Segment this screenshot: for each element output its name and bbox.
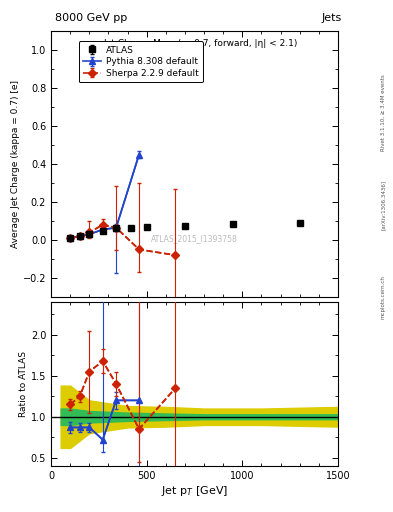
- Text: Jets: Jets: [321, 13, 342, 23]
- X-axis label: Jet p$_{T}$ [GeV]: Jet p$_{T}$ [GeV]: [161, 483, 228, 498]
- Text: Rivet 3.1.10, ≥ 3.4M events: Rivet 3.1.10, ≥ 3.4M events: [381, 74, 386, 151]
- Legend: ATLAS, Pythia 8.308 default, Sherpa 2.2.9 default: ATLAS, Pythia 8.308 default, Sherpa 2.2.…: [79, 41, 203, 82]
- Text: ATLAS_2015_I1393758: ATLAS_2015_I1393758: [151, 234, 238, 243]
- Text: [arXiv:1306.3436]: [arXiv:1306.3436]: [381, 180, 386, 230]
- Y-axis label: Ratio to ATLAS: Ratio to ATLAS: [19, 351, 28, 417]
- Y-axis label: Average Jet Charge (kappa = 0.7) [e]: Average Jet Charge (kappa = 0.7) [e]: [11, 80, 20, 248]
- Text: mcplots.cern.ch: mcplots.cern.ch: [381, 275, 386, 319]
- Text: 8000 GeV pp: 8000 GeV pp: [55, 13, 127, 23]
- Text: Jet Charge Mean(κ=0.7, forward, |η| < 2.1): Jet Charge Mean(κ=0.7, forward, |η| < 2.…: [103, 39, 298, 48]
